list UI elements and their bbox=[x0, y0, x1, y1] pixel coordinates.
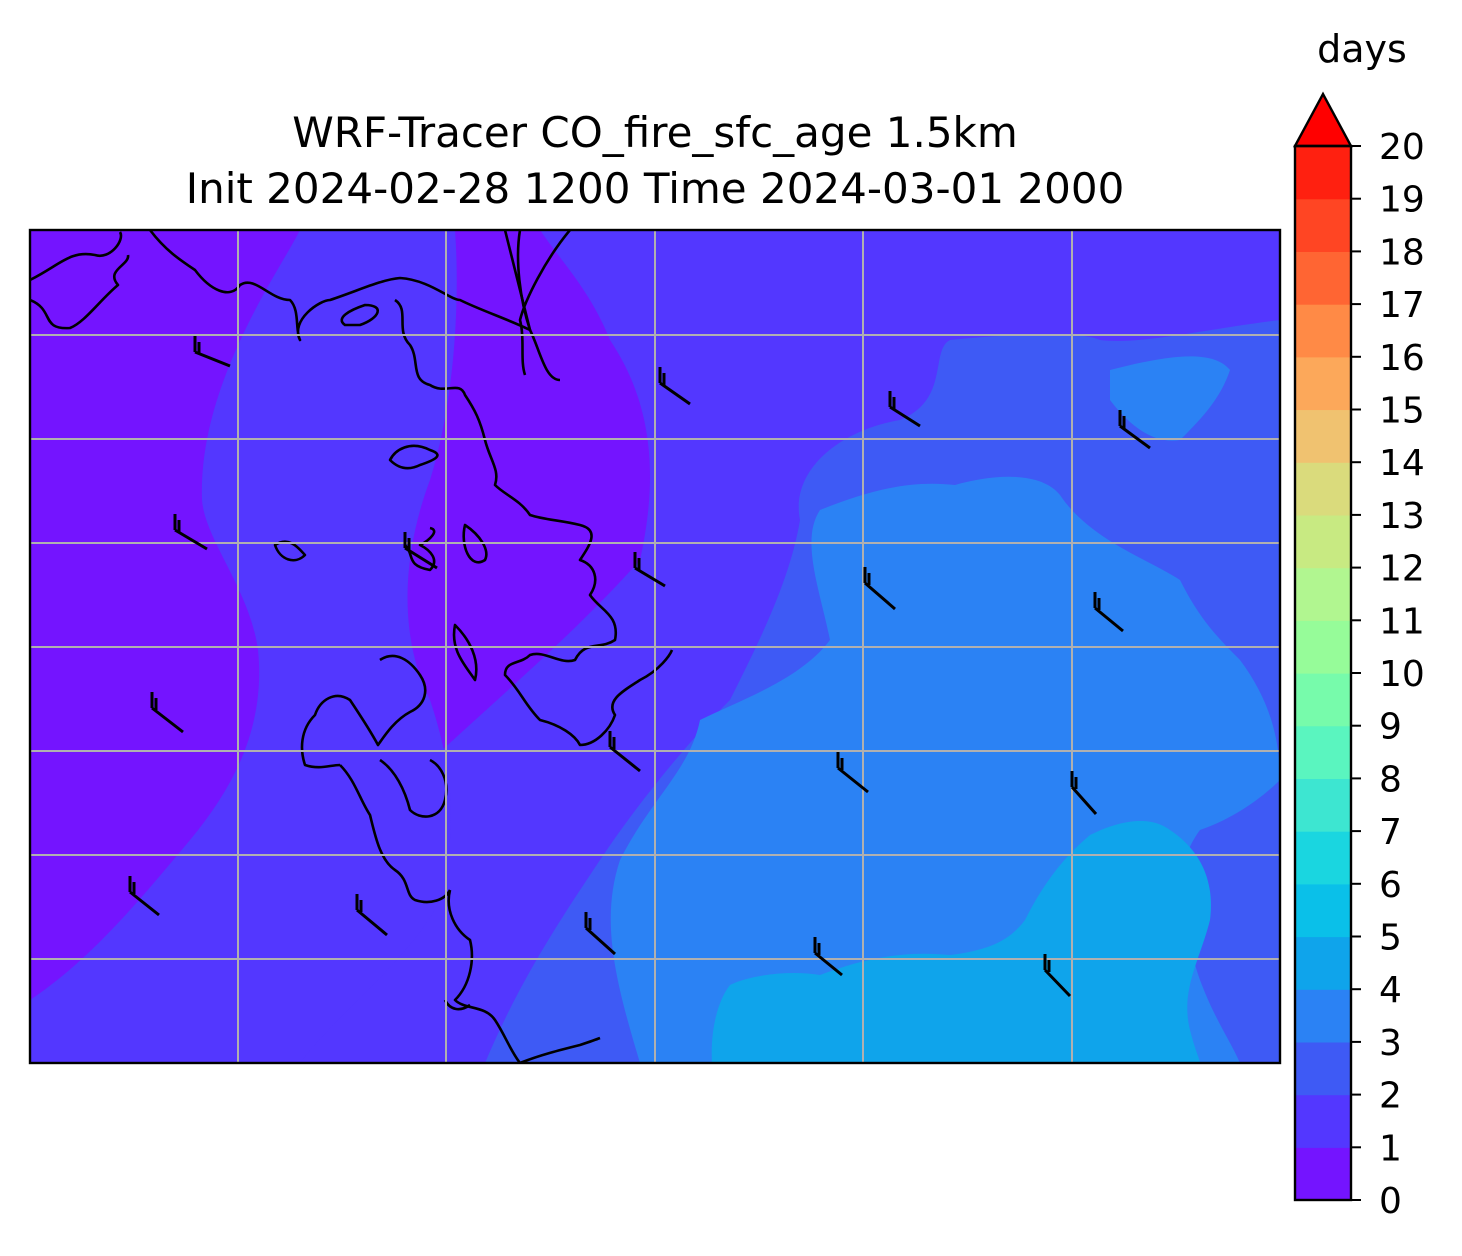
map-panel bbox=[30, 230, 1280, 1063]
colorbar-segment bbox=[1295, 462, 1351, 516]
colorbar-segment bbox=[1295, 831, 1351, 885]
colorbar-segment bbox=[1295, 778, 1351, 832]
colorbar-tick-label: 5 bbox=[1379, 918, 1402, 959]
map-title-line-2: Init 2024-02-28 1200 Time 2024-03-01 200… bbox=[185, 164, 1125, 213]
colorbar-tick-label: 6 bbox=[1379, 865, 1402, 906]
colorbar-segment bbox=[1295, 883, 1351, 938]
colorbar-tick-label: 11 bbox=[1379, 601, 1425, 642]
colorbar-segment bbox=[1295, 936, 1351, 990]
colorbar-tick-label: 13 bbox=[1379, 496, 1425, 537]
colorbar-tick-label: 14 bbox=[1379, 443, 1425, 484]
wind-barb bbox=[608, 731, 641, 773]
colorbar-tick-label: 18 bbox=[1379, 232, 1425, 273]
colorbar-tick-label: 16 bbox=[1379, 338, 1425, 379]
wind-barb bbox=[1043, 954, 1072, 998]
colorbar-tick-label: 7 bbox=[1379, 812, 1402, 853]
colorbar-segment bbox=[1295, 725, 1351, 779]
wind-barb bbox=[584, 912, 617, 956]
wind-barb bbox=[1118, 410, 1151, 450]
wind-barb bbox=[658, 367, 691, 406]
colorbar-segment bbox=[1295, 1094, 1351, 1148]
colorbar-tick-label: 1 bbox=[1379, 1128, 1402, 1169]
colorbar-tick-label: 8 bbox=[1379, 759, 1402, 800]
colorbar-tick-label: 3 bbox=[1379, 1023, 1402, 1064]
colorbar-tick-label: 15 bbox=[1379, 391, 1425, 432]
colorbar-segment bbox=[1295, 146, 1351, 200]
wind-barb bbox=[1070, 771, 1098, 815]
wind-barb bbox=[1093, 592, 1124, 633]
colorbar-segment bbox=[1295, 1041, 1351, 1096]
colorbar-segment bbox=[1295, 514, 1351, 569]
colorbar-segment bbox=[1295, 198, 1351, 252]
contour-band-3-4-days-blob bbox=[1110, 356, 1230, 441]
wind-barbs bbox=[128, 336, 1151, 998]
wind-barb bbox=[836, 752, 869, 794]
colorbar-tick-label: 10 bbox=[1379, 654, 1425, 695]
colorbar-tick-label: 0 bbox=[1379, 1181, 1402, 1222]
wind-barb bbox=[888, 391, 921, 428]
wind-barb bbox=[403, 532, 438, 570]
wind-barb bbox=[193, 336, 231, 368]
map-title-line-1: WRF-Tracer CO_fire_sfc_age 1.5km bbox=[292, 108, 1018, 157]
colorbar-tick-label: 19 bbox=[1379, 180, 1425, 221]
contour-band-4-5-days bbox=[711, 820, 1211, 1063]
wind-barb bbox=[128, 876, 160, 917]
wind-barb bbox=[150, 692, 184, 734]
wind-barb bbox=[813, 937, 843, 977]
colorbar-segment bbox=[1295, 356, 1351, 411]
colorbar-segment bbox=[1295, 1147, 1351, 1201]
colorbar-tick-label: 4 bbox=[1379, 970, 1402, 1011]
colorbar-segment bbox=[1295, 989, 1351, 1043]
colorbar-segment bbox=[1295, 251, 1351, 305]
wind-barb bbox=[633, 552, 666, 588]
colorbar-tick-label: 9 bbox=[1379, 707, 1402, 748]
colorbar-segment bbox=[1295, 620, 1351, 674]
wind-barb bbox=[173, 514, 208, 551]
coastline bbox=[30, 230, 674, 1063]
colorbar-unit-label: days bbox=[1317, 27, 1407, 71]
colorbar-tick-label: 20 bbox=[1379, 127, 1425, 168]
colorbar-segment bbox=[1295, 304, 1351, 358]
map-grid bbox=[30, 230, 1280, 1063]
colorbar-extend-max-arrow bbox=[1292, 91, 1354, 148]
colorbar-segment bbox=[1295, 409, 1351, 463]
colorbar-segment bbox=[1295, 567, 1351, 621]
colorbar-segment bbox=[1295, 673, 1351, 727]
map-frame bbox=[28, 228, 1282, 1065]
colorbar-tick-label: 12 bbox=[1379, 549, 1425, 590]
colorbar-tick-label: 17 bbox=[1379, 285, 1425, 326]
wind-barb bbox=[863, 567, 896, 611]
colorbar-tick-label: 2 bbox=[1379, 1076, 1402, 1117]
wind-barb bbox=[355, 894, 388, 937]
